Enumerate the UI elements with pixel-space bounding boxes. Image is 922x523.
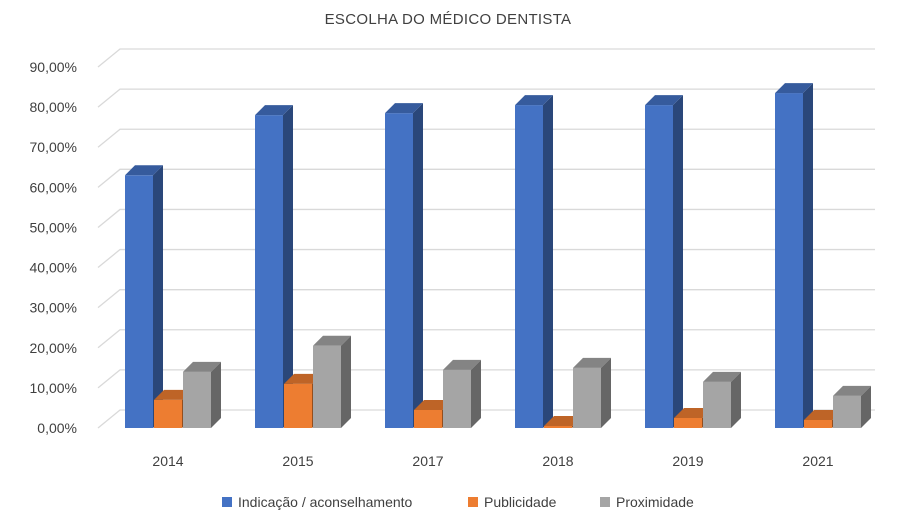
x-tick-label: 2021	[802, 453, 833, 469]
chart-title: ESCOLHA DO MÉDICO DENTISTA	[325, 11, 572, 28]
bar-indica-o-aconselhamento-2017	[385, 103, 423, 428]
y-tick-label: 30,00%	[30, 300, 77, 316]
x-tick-label: 2019	[672, 453, 703, 469]
legend-item: Publicidade	[468, 494, 557, 510]
bar-indica-o-aconselhamento-2021	[775, 83, 813, 429]
bar-proximidade-2018	[573, 357, 611, 428]
x-tick-label: 2017	[412, 453, 443, 469]
bar-proximidade-2014	[183, 361, 221, 428]
x-tick-label: 2015	[282, 453, 313, 469]
bar-indica-o-aconselhamento-2018	[515, 95, 553, 428]
y-tick-label: 50,00%	[30, 219, 77, 235]
x-axis-ticks: 2014 2015 2017 2018 2019 2021	[152, 453, 833, 469]
legend-swatch	[600, 497, 610, 507]
y-tick-label: 60,00%	[30, 179, 77, 195]
y-tick-label: 10,00%	[30, 380, 77, 396]
bar-proximidade-2017	[443, 359, 481, 428]
gridline	[97, 128, 875, 148]
legend-item: Indicação / aconselhamento	[222, 494, 413, 510]
legend-swatch	[222, 497, 232, 507]
gridline	[97, 369, 875, 389]
legend-label: Publicidade	[484, 494, 557, 510]
y-tick-label: 90,00%	[30, 59, 77, 75]
gridline	[97, 329, 875, 349]
legend-label: Indicação / aconselhamento	[238, 494, 413, 510]
legend: Indicação / aconselhamento Publicidade Pro…	[222, 494, 694, 510]
x-tick-label: 2018	[542, 453, 573, 469]
gridline	[97, 289, 875, 309]
y-tick-label: 80,00%	[30, 99, 77, 115]
y-tick-label: 40,00%	[30, 260, 77, 276]
legend-item: Proximidade	[600, 494, 694, 510]
gridline	[97, 168, 875, 188]
gridline	[97, 88, 875, 108]
gridline	[97, 208, 875, 228]
gridline	[97, 248, 875, 269]
bar-proximidade-2021	[833, 385, 871, 428]
y-tick-label: 20,00%	[30, 340, 77, 356]
x-tick-label: 2014	[152, 453, 183, 469]
bar-indica-o-aconselhamento-2019	[645, 95, 683, 428]
gridlines	[97, 48, 875, 429]
bar-proximidade-2015	[313, 335, 351, 428]
legend-label: Proximidade	[616, 494, 694, 510]
gridline	[97, 48, 875, 68]
y-tick-label: 70,00%	[30, 139, 77, 155]
legend-swatch	[468, 497, 478, 507]
gridline	[97, 409, 875, 429]
y-axis-ticks: 0,00% 10,00% 20,00% 30,00% 40,00% 50,00% 60,00…	[30, 59, 77, 436]
bar-proximidade-2019	[703, 371, 741, 428]
bars	[125, 83, 871, 429]
bar-indica-o-aconselhamento-2015	[255, 105, 293, 428]
y-tick-label: 0,00%	[37, 420, 77, 436]
bar-indica-o-aconselhamento-2014	[125, 165, 163, 429]
